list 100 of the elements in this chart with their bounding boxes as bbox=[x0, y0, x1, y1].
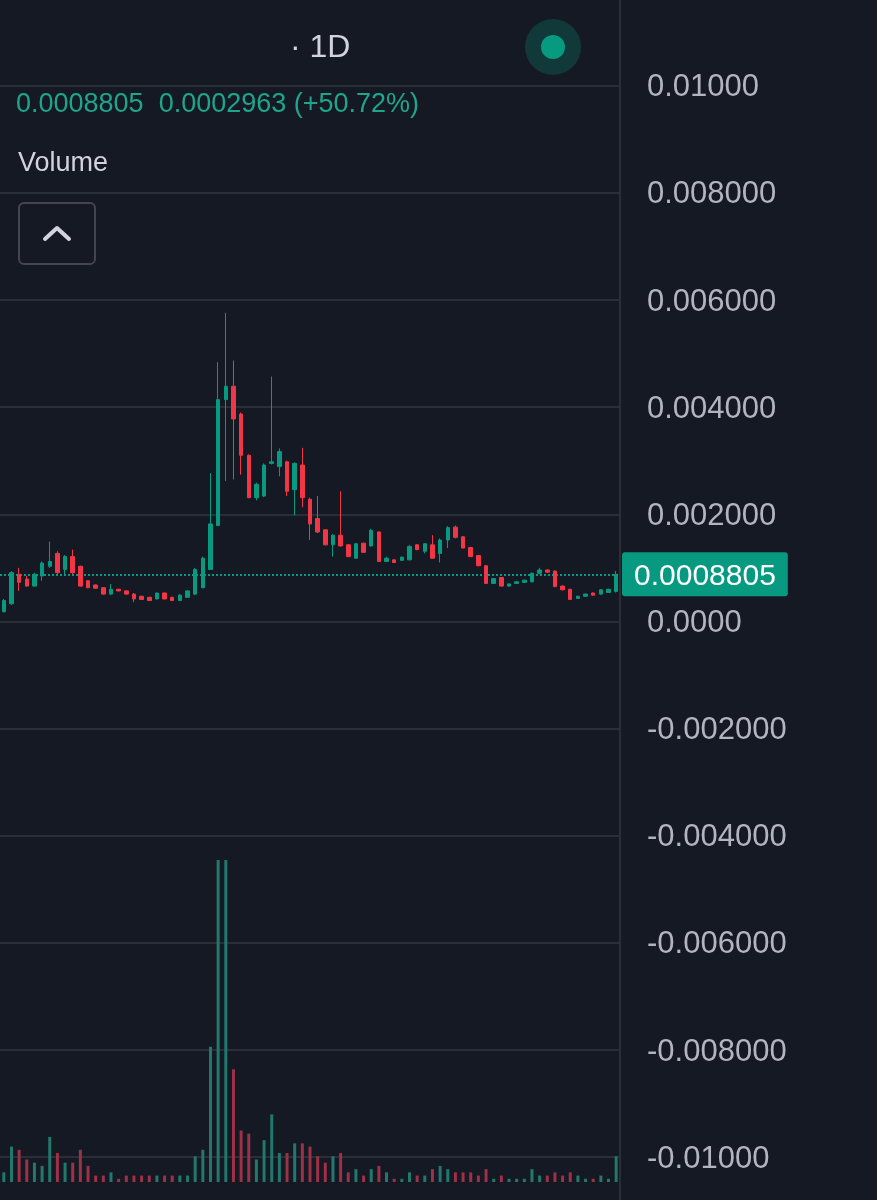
bar bbox=[438, 1165, 442, 1182]
bar bbox=[507, 1178, 511, 1182]
bar bbox=[492, 1178, 496, 1182]
candlestick bbox=[331, 533, 335, 558]
bar bbox=[170, 1175, 174, 1182]
candlestick bbox=[315, 495, 320, 534]
candlestick bbox=[545, 568, 550, 574]
bar bbox=[369, 1169, 373, 1182]
bar bbox=[71, 1162, 75, 1182]
candlestick bbox=[70, 549, 75, 575]
candlestick bbox=[392, 558, 396, 564]
bar bbox=[186, 1175, 190, 1182]
bar bbox=[300, 1143, 304, 1182]
bar bbox=[430, 1169, 434, 1182]
bar bbox=[285, 1153, 289, 1182]
candlestick bbox=[216, 361, 220, 527]
candlestick bbox=[591, 592, 595, 597]
y-tick-label: -0.01000 bbox=[647, 1139, 770, 1175]
bar bbox=[55, 1153, 59, 1182]
candlestick bbox=[576, 595, 580, 600]
bar bbox=[94, 1175, 98, 1182]
y-tick-label: -0.008000 bbox=[647, 1032, 787, 1068]
candlestick bbox=[277, 447, 282, 477]
candlestick bbox=[308, 497, 312, 541]
bar bbox=[453, 1172, 457, 1182]
bar bbox=[40, 1165, 44, 1182]
candlestick bbox=[553, 570, 557, 588]
bar bbox=[147, 1175, 151, 1182]
candlestick bbox=[239, 412, 243, 476]
candlestick bbox=[170, 596, 174, 602]
bar bbox=[522, 1178, 526, 1182]
bar bbox=[293, 1143, 297, 1182]
bar bbox=[499, 1175, 503, 1182]
candlestick bbox=[461, 535, 465, 550]
bar bbox=[415, 1175, 419, 1182]
bar bbox=[316, 1156, 320, 1182]
candlestick bbox=[407, 544, 412, 561]
bar bbox=[109, 1172, 113, 1182]
bar bbox=[385, 1172, 389, 1182]
candlestick bbox=[162, 592, 167, 600]
candlestick bbox=[400, 556, 404, 562]
bar bbox=[545, 1175, 549, 1182]
bar bbox=[331, 1156, 335, 1182]
candlestick bbox=[499, 576, 504, 588]
bar bbox=[561, 1175, 565, 1182]
candlestick bbox=[300, 447, 305, 508]
candlestick bbox=[247, 453, 251, 499]
candlestick bbox=[285, 460, 289, 497]
bar bbox=[591, 1178, 595, 1182]
candlestick bbox=[17, 567, 21, 592]
bar bbox=[408, 1172, 412, 1182]
bar bbox=[132, 1175, 136, 1182]
candlestick bbox=[93, 583, 98, 590]
bar bbox=[117, 1178, 121, 1182]
y-tick-label: -0.002000 bbox=[647, 711, 787, 747]
candlestick bbox=[438, 537, 442, 563]
bar bbox=[484, 1169, 488, 1182]
y-tick-label: 0.002000 bbox=[647, 496, 777, 532]
bar bbox=[208, 1046, 212, 1182]
bar bbox=[178, 1175, 182, 1182]
bar bbox=[9, 1146, 13, 1182]
bar bbox=[224, 860, 228, 1182]
y-tick-label: -0.004000 bbox=[647, 818, 787, 854]
candlestick bbox=[484, 564, 488, 585]
text: · 1D bbox=[290, 28, 351, 65]
bar bbox=[155, 1175, 159, 1182]
candlestick bbox=[384, 556, 389, 563]
bar bbox=[599, 1175, 603, 1182]
candlestick bbox=[514, 580, 519, 585]
candlestick bbox=[231, 360, 236, 480]
ref-line-label: 0.0008805 bbox=[634, 557, 776, 591]
bar bbox=[346, 1172, 350, 1182]
bar bbox=[25, 1159, 29, 1182]
bar bbox=[576, 1175, 580, 1182]
bar bbox=[124, 1175, 128, 1182]
bar bbox=[277, 1153, 281, 1182]
bar bbox=[163, 1175, 167, 1182]
candlestick bbox=[338, 490, 343, 547]
candlestick bbox=[599, 588, 603, 596]
candlestick bbox=[323, 528, 328, 546]
bar bbox=[323, 1162, 327, 1182]
candlestick bbox=[262, 462, 266, 498]
bar bbox=[446, 1169, 450, 1182]
candlestick bbox=[48, 541, 52, 569]
candlestick bbox=[568, 588, 572, 601]
bar bbox=[339, 1153, 343, 1182]
candlestick bbox=[185, 589, 190, 599]
bar bbox=[538, 1175, 542, 1182]
bar bbox=[231, 1069, 235, 1182]
candlestick bbox=[361, 542, 366, 554]
bar bbox=[2, 1172, 6, 1182]
candlestick bbox=[147, 596, 152, 602]
candlestick bbox=[377, 530, 381, 563]
bar bbox=[568, 1172, 572, 1182]
bar bbox=[400, 1178, 404, 1182]
candlestick bbox=[453, 525, 458, 539]
candlestick bbox=[583, 593, 588, 598]
candlestick bbox=[2, 598, 6, 613]
bar bbox=[377, 1165, 381, 1182]
candlestick bbox=[224, 312, 228, 482]
